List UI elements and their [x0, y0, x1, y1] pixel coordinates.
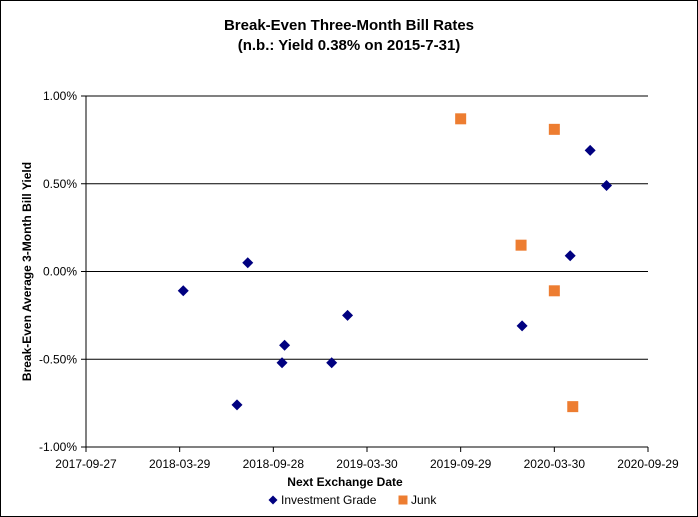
data-point-junk — [567, 401, 579, 413]
data-point-investment-grade — [516, 320, 528, 332]
x-tick-label: 2017-09-27 — [55, 457, 117, 471]
x-tick-label: 2020-09-29 — [617, 457, 679, 471]
chart-subtitle: (n.b.: Yield 0.38% on 2015-7-31) — [237, 37, 461, 54]
y-tick-label: -0.50% — [39, 352, 77, 366]
data-point-investment-grade — [584, 144, 596, 156]
data-point-junk — [548, 123, 560, 135]
x-tick-label: 2019-03-30 — [336, 457, 398, 471]
x-tick-label: 2018-09-28 — [243, 457, 305, 471]
chart-title: Break-Even Three-Month Bill Rates — [223, 17, 475, 34]
data-point-investment-grade — [231, 399, 243, 411]
data-point-investment-grade — [326, 357, 338, 369]
y-tick-label: -1.00% — [39, 440, 77, 454]
legend-marker-investment-grade — [268, 495, 278, 505]
data-point-junk — [548, 285, 560, 297]
data-point-investment-grade — [564, 250, 576, 262]
legend-marker-junk — [398, 495, 408, 505]
data-point-junk — [455, 113, 467, 125]
x-tick-label: 2018-03-29 — [149, 457, 211, 471]
x-tick-label: 2019-09-29 — [430, 457, 492, 471]
y-tick-label: 1.00% — [43, 89, 77, 103]
data-point-investment-grade — [276, 357, 288, 369]
y-tick-label: 0.00% — [43, 265, 77, 279]
data-point-investment-grade — [342, 309, 354, 321]
y-tick-label: 0.50% — [43, 177, 77, 191]
data-point-investment-grade — [279, 339, 291, 351]
data-point-junk — [515, 239, 527, 251]
legend-label-investment-grade: Investment Grade — [281, 493, 377, 507]
y-axis-label: Break-Even Average 3-Month Bill Yield — [20, 162, 34, 381]
data-point-investment-grade — [177, 285, 189, 297]
x-axis-label: Next Exchange Date — [287, 475, 403, 489]
data-point-investment-grade — [242, 257, 254, 269]
legend-label-junk: Junk — [411, 493, 437, 507]
data-point-investment-grade — [601, 180, 613, 192]
x-tick-label: 2020-03-30 — [524, 457, 586, 471]
